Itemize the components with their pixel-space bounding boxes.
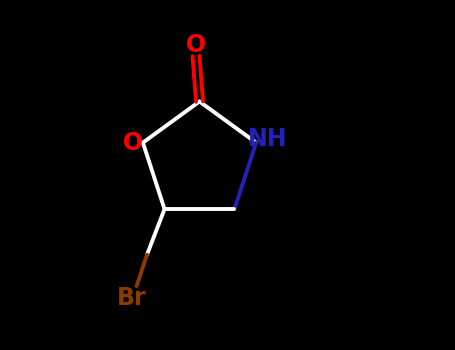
Text: NH: NH — [248, 127, 287, 151]
Text: O: O — [123, 131, 143, 155]
Text: Br: Br — [116, 286, 146, 310]
Text: O: O — [186, 34, 206, 57]
